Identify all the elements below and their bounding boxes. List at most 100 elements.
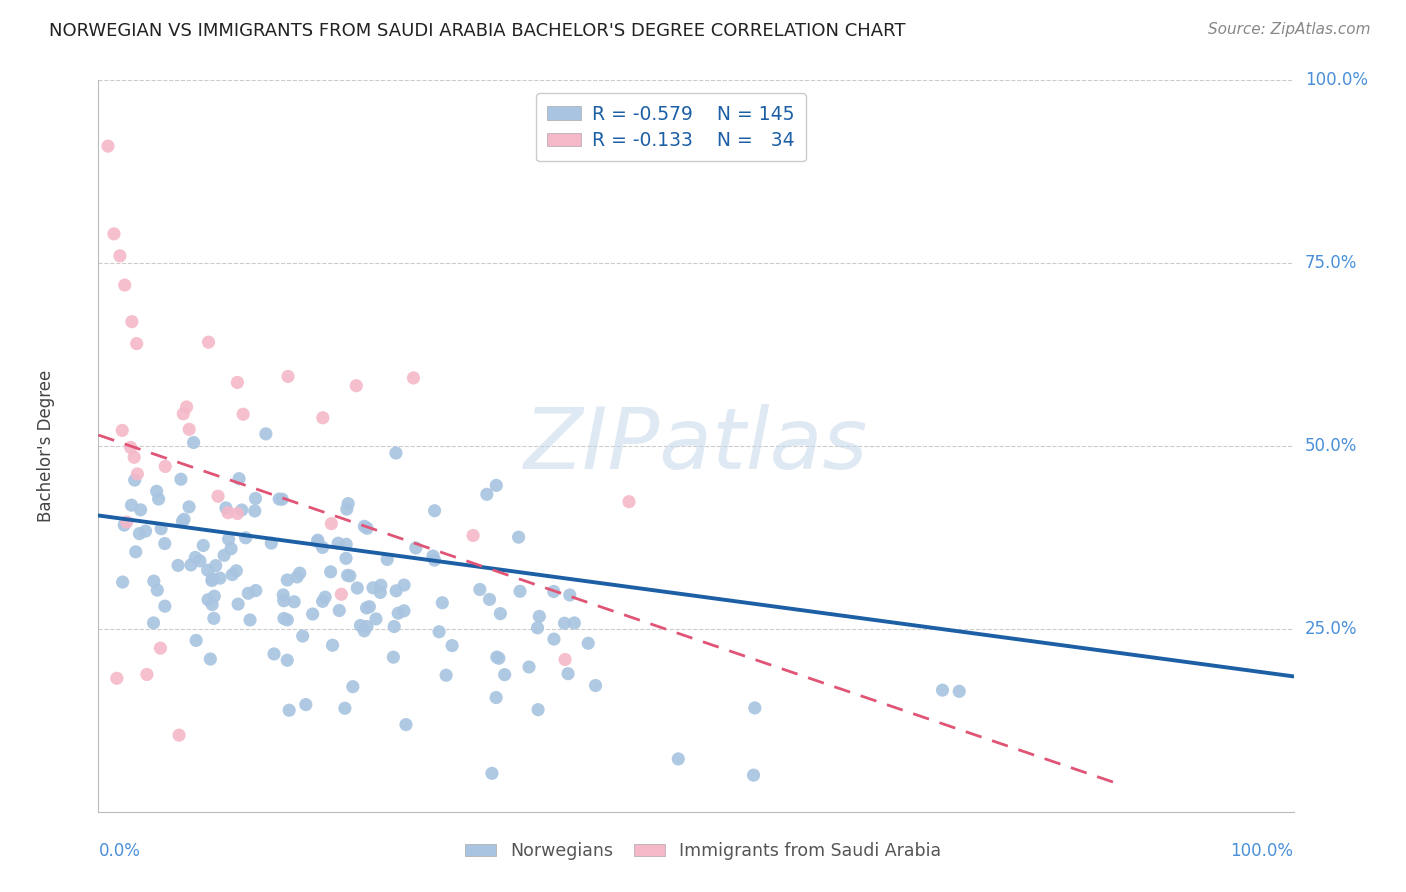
Point <box>311 594 333 608</box>
Point <box>269 491 291 506</box>
Point <box>231 503 253 517</box>
Point <box>228 472 250 486</box>
Point <box>197 335 219 350</box>
Text: 100.0%: 100.0% <box>1230 842 1294 860</box>
Point <box>153 536 176 550</box>
Point <box>121 315 143 329</box>
Point <box>245 583 267 598</box>
Point <box>215 500 238 515</box>
Point <box>225 564 247 578</box>
Point <box>295 698 318 712</box>
Point <box>328 536 350 550</box>
Point <box>475 487 498 501</box>
Point <box>245 491 267 506</box>
Point <box>271 588 294 602</box>
Point <box>356 521 378 535</box>
Point <box>517 660 540 674</box>
Point <box>489 607 512 621</box>
Text: Source: ZipAtlas.com: Source: ZipAtlas.com <box>1208 22 1371 37</box>
Point <box>179 422 201 436</box>
Text: 50.0%: 50.0% <box>1305 437 1357 455</box>
Point <box>134 524 156 538</box>
Point <box>342 680 364 694</box>
Legend: R = -0.579    N = 145, R = -0.133    N =   34: R = -0.579 N = 145, R = -0.133 N = 34 <box>536 94 806 161</box>
Point <box>97 139 120 153</box>
Point <box>217 506 239 520</box>
Point <box>288 566 311 581</box>
Point <box>124 473 146 487</box>
Point <box>344 378 367 392</box>
Point <box>155 459 177 474</box>
Point <box>276 613 298 627</box>
Point <box>105 671 128 685</box>
Point <box>526 621 548 635</box>
Point <box>392 604 415 618</box>
Point <box>529 609 551 624</box>
Point <box>243 504 266 518</box>
Text: ZIPatlas: ZIPatlas <box>524 404 868 488</box>
Point <box>356 601 378 615</box>
Point <box>221 567 243 582</box>
Point <box>339 569 361 583</box>
Point <box>153 599 176 614</box>
Point <box>478 592 501 607</box>
Point <box>277 369 299 384</box>
Point <box>314 590 336 604</box>
Point <box>742 768 765 782</box>
Point <box>112 518 135 533</box>
Point <box>167 728 190 742</box>
Point <box>485 690 508 705</box>
Point <box>150 522 173 536</box>
Point <box>125 545 148 559</box>
Point <box>145 484 167 499</box>
Point <box>337 497 360 511</box>
Point <box>276 653 298 667</box>
Text: 100.0%: 100.0% <box>1305 71 1368 89</box>
Point <box>432 596 454 610</box>
Point <box>385 583 408 598</box>
Point <box>226 597 249 611</box>
Point <box>370 578 392 592</box>
Point <box>375 552 398 566</box>
Point <box>260 536 283 550</box>
Point <box>263 647 285 661</box>
Point <box>114 278 136 293</box>
Point <box>202 611 225 625</box>
Point <box>122 450 145 465</box>
Point <box>364 612 387 626</box>
Point <box>208 571 231 585</box>
Point <box>278 703 301 717</box>
Point <box>183 435 205 450</box>
Point <box>128 526 150 541</box>
Point <box>111 575 134 590</box>
Point <box>212 549 235 563</box>
Text: 0.0%: 0.0% <box>98 842 141 860</box>
Point <box>368 585 391 599</box>
Point <box>385 446 408 460</box>
Point <box>172 407 194 421</box>
Point <box>235 531 257 545</box>
Point <box>127 467 149 481</box>
Point <box>149 641 172 656</box>
Point <box>356 619 378 633</box>
Point <box>111 423 134 437</box>
Point <box>508 530 530 544</box>
Text: Bachelor's Degree: Bachelor's Degree <box>37 370 55 522</box>
Point <box>285 570 308 584</box>
Point <box>481 766 503 780</box>
Point <box>427 624 450 639</box>
Point <box>311 541 333 555</box>
Point <box>353 519 375 533</box>
Point <box>468 582 491 597</box>
Point <box>201 572 224 586</box>
Point <box>307 533 329 548</box>
Point <box>180 558 202 572</box>
Point <box>392 578 415 592</box>
Point <box>328 603 350 617</box>
Point <box>422 549 444 563</box>
Point <box>405 541 427 555</box>
Point <box>335 537 357 551</box>
Point <box>382 650 405 665</box>
Point <box>553 616 575 631</box>
Point <box>359 599 381 614</box>
